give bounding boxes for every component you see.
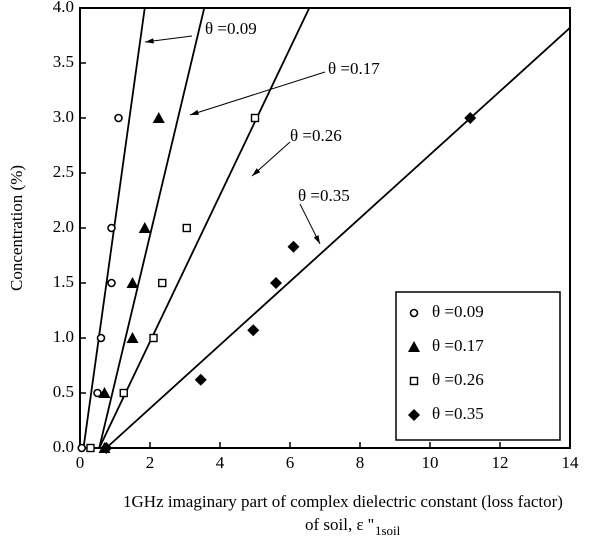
point	[107, 223, 116, 233]
fit-line	[98, 8, 206, 448]
x-tick-label: 4	[216, 453, 225, 472]
legend-label: θ =0.09	[432, 302, 484, 321]
x-tick-label: 14	[562, 453, 580, 472]
point	[96, 333, 106, 343]
point	[250, 113, 260, 123]
legend-marker	[409, 376, 419, 386]
x-tick-label: 10	[422, 453, 439, 472]
y-tick-label: 2.0	[53, 217, 74, 236]
legend-box	[395, 291, 561, 441]
point	[138, 222, 151, 233]
point	[152, 112, 165, 123]
annotation-arrowhead	[252, 168, 261, 176]
point	[126, 332, 139, 343]
annotation: θ =0.26	[290, 126, 342, 145]
y-tick-label: 1.0	[53, 327, 74, 346]
x-tick-label: 0	[76, 453, 85, 472]
y-tick-label: 3.5	[53, 52, 74, 71]
y-tick-label: 3.0	[53, 107, 74, 126]
fit-line	[105, 27, 570, 448]
annotation-arrowhead	[313, 235, 320, 244]
point	[107, 278, 116, 288]
x-tick-label: 6	[286, 453, 295, 472]
point	[287, 240, 300, 253]
annotation: θ =0.17	[328, 59, 380, 78]
x-axis-label: 1GHz imaginary part of complex dielectri…	[123, 492, 563, 511]
x-axis-label: of soil, ε ''	[305, 515, 374, 534]
x-tick-label: 8	[356, 453, 365, 472]
legend-label: θ =0.26	[432, 370, 484, 389]
y-axis-label: Concentration (%)	[7, 165, 26, 291]
point	[270, 277, 282, 289]
legend-marker	[408, 341, 420, 352]
annotation-arrow	[189, 71, 326, 116]
legend-label: θ =0.35	[432, 404, 484, 423]
point	[114, 113, 123, 123]
y-tick-label: 2.5	[53, 162, 74, 181]
annotation-arrowhead	[190, 109, 199, 115]
legend-marker	[408, 409, 420, 421]
point	[100, 442, 113, 454]
legend-marker	[409, 308, 419, 318]
point	[119, 388, 128, 398]
y-tick-label: 1.5	[53, 272, 74, 291]
point	[247, 324, 260, 337]
annotation-arrowhead	[145, 38, 154, 44]
fit-line	[98, 8, 311, 448]
y-tick-label: 0.5	[53, 382, 74, 401]
x-axis-label-subscript: 1soil	[375, 523, 401, 538]
point	[126, 277, 139, 288]
point	[158, 278, 167, 288]
x-tick-label: 2	[146, 453, 155, 472]
point	[93, 388, 102, 398]
x-tick-label: 12	[492, 453, 509, 472]
annotation: θ =0.09	[205, 19, 257, 38]
annotation: θ =0.35	[298, 186, 350, 205]
point	[149, 333, 158, 343]
legend-label: θ =0.17	[432, 336, 484, 355]
point	[182, 223, 191, 233]
y-tick-label: 4.0	[53, 0, 74, 16]
point	[464, 112, 477, 124]
point	[98, 387, 111, 398]
y-tick-label: 0.0	[53, 437, 74, 456]
point	[77, 443, 87, 453]
point	[86, 443, 95, 453]
point	[194, 373, 207, 386]
